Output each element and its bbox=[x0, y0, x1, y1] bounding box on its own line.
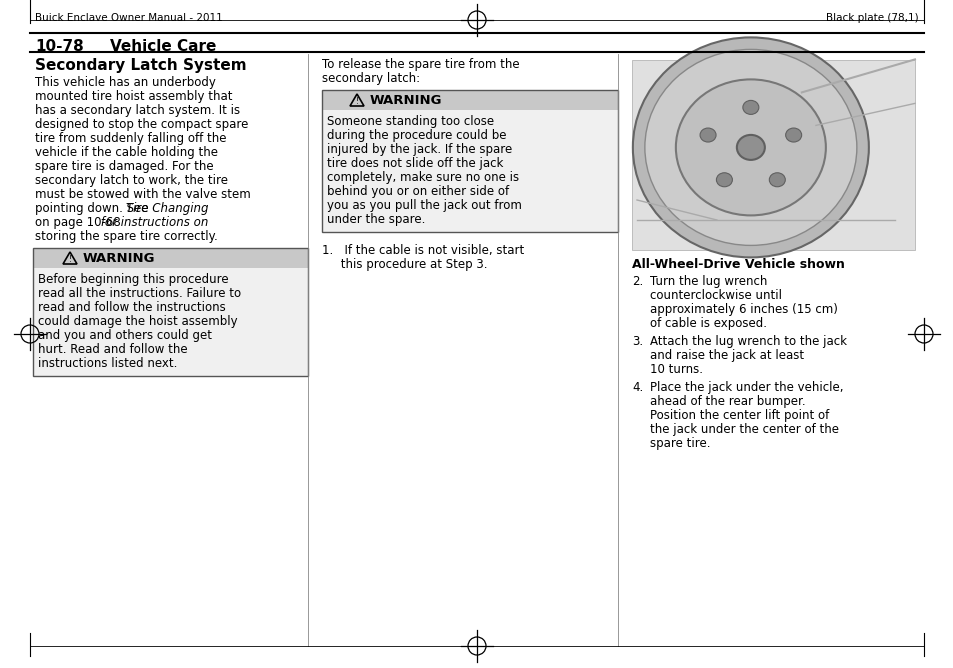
Text: instructions listed next.: instructions listed next. bbox=[38, 357, 177, 370]
FancyBboxPatch shape bbox=[322, 110, 618, 232]
Text: hurt. Read and follow the: hurt. Read and follow the bbox=[38, 343, 188, 356]
Text: secondary latch to work, the tire: secondary latch to work, the tire bbox=[35, 174, 228, 187]
Text: must be stowed with the valve stem: must be stowed with the valve stem bbox=[35, 188, 251, 201]
Text: designed to stop the compact spare: designed to stop the compact spare bbox=[35, 118, 248, 131]
Text: during the procedure could be: during the procedure could be bbox=[327, 129, 506, 142]
FancyBboxPatch shape bbox=[33, 248, 308, 268]
Text: read all the instructions. Failure to: read all the instructions. Failure to bbox=[38, 287, 241, 300]
Text: WARNING: WARNING bbox=[370, 94, 442, 107]
Text: Position the center lift point of: Position the center lift point of bbox=[649, 409, 828, 422]
Text: has a secondary latch system. It is: has a secondary latch system. It is bbox=[35, 104, 240, 117]
Ellipse shape bbox=[785, 128, 801, 142]
Text: spare tire.: spare tire. bbox=[649, 437, 710, 450]
Text: counterclockwise until: counterclockwise until bbox=[649, 289, 781, 302]
Text: Black plate (78,1): Black plate (78,1) bbox=[825, 13, 918, 23]
Text: Buick Enclave Owner Manual - 2011: Buick Enclave Owner Manual - 2011 bbox=[35, 13, 222, 23]
Text: read and follow the instructions: read and follow the instructions bbox=[38, 301, 226, 314]
Text: and raise the jack at least: and raise the jack at least bbox=[649, 349, 803, 362]
Text: WARNING: WARNING bbox=[83, 252, 155, 265]
Text: Before beginning this procedure: Before beginning this procedure bbox=[38, 273, 229, 286]
Text: tire from suddenly falling off the: tire from suddenly falling off the bbox=[35, 132, 226, 145]
Text: for instructions on: for instructions on bbox=[97, 216, 209, 229]
Text: behind you or on either side of: behind you or on either side of bbox=[327, 185, 509, 198]
FancyBboxPatch shape bbox=[33, 268, 308, 376]
Text: 10-78: 10-78 bbox=[35, 39, 84, 54]
Ellipse shape bbox=[768, 173, 784, 187]
Text: 3.: 3. bbox=[631, 335, 642, 348]
Text: !: ! bbox=[69, 255, 71, 263]
Text: the jack under the center of the: the jack under the center of the bbox=[649, 423, 838, 436]
Text: Vehicle Care: Vehicle Care bbox=[110, 39, 216, 54]
FancyBboxPatch shape bbox=[631, 60, 914, 250]
Ellipse shape bbox=[716, 173, 732, 187]
Text: All-Wheel-Drive Vehicle shown: All-Wheel-Drive Vehicle shown bbox=[631, 258, 844, 271]
Text: tire does not slide off the jack: tire does not slide off the jack bbox=[327, 157, 503, 170]
Text: vehicle if the cable holding the: vehicle if the cable holding the bbox=[35, 146, 218, 159]
Text: approximately 6 inches (15 cm): approximately 6 inches (15 cm) bbox=[649, 303, 837, 316]
Text: on page 10-68: on page 10-68 bbox=[35, 216, 121, 229]
Text: injured by the jack. If the spare: injured by the jack. If the spare bbox=[327, 143, 512, 156]
Text: completely, make sure no one is: completely, make sure no one is bbox=[327, 171, 518, 184]
Ellipse shape bbox=[644, 49, 856, 245]
Text: could damage the hoist assembly: could damage the hoist assembly bbox=[38, 315, 237, 328]
Text: this procedure at Step 3.: this procedure at Step 3. bbox=[322, 258, 487, 271]
Ellipse shape bbox=[675, 79, 825, 215]
Text: mounted tire hoist assembly that: mounted tire hoist assembly that bbox=[35, 90, 233, 103]
FancyBboxPatch shape bbox=[322, 90, 618, 110]
Text: This vehicle has an underbody: This vehicle has an underbody bbox=[35, 76, 215, 89]
Text: secondary latch:: secondary latch: bbox=[322, 72, 419, 85]
Text: To release the spare tire from the: To release the spare tire from the bbox=[322, 58, 519, 71]
Text: of cable is exposed.: of cable is exposed. bbox=[649, 317, 766, 330]
Text: 4.: 4. bbox=[631, 381, 642, 394]
Text: pointing down. See: pointing down. See bbox=[35, 202, 152, 215]
Text: 10 turns.: 10 turns. bbox=[649, 363, 702, 376]
Ellipse shape bbox=[742, 100, 758, 114]
Text: spare tire is damaged. For the: spare tire is damaged. For the bbox=[35, 160, 213, 173]
Ellipse shape bbox=[736, 135, 764, 160]
Text: Tire Changing: Tire Changing bbox=[126, 202, 208, 215]
Text: Someone standing too close: Someone standing too close bbox=[327, 115, 494, 128]
Text: under the spare.: under the spare. bbox=[327, 213, 425, 226]
Text: ahead of the rear bumper.: ahead of the rear bumper. bbox=[649, 395, 804, 408]
Text: Secondary Latch System: Secondary Latch System bbox=[35, 58, 247, 73]
Text: 2.: 2. bbox=[631, 275, 642, 288]
Text: !: ! bbox=[355, 96, 358, 106]
Text: you as you pull the jack out from: you as you pull the jack out from bbox=[327, 199, 521, 212]
Text: Attach the lug wrench to the jack: Attach the lug wrench to the jack bbox=[649, 335, 846, 348]
Text: storing the spare tire correctly.: storing the spare tire correctly. bbox=[35, 230, 217, 243]
Ellipse shape bbox=[700, 128, 716, 142]
Ellipse shape bbox=[632, 37, 868, 257]
Text: Turn the lug wrench: Turn the lug wrench bbox=[649, 275, 766, 288]
Text: 1.   If the cable is not visible, start: 1. If the cable is not visible, start bbox=[322, 244, 524, 257]
Text: Place the jack under the vehicle,: Place the jack under the vehicle, bbox=[649, 381, 842, 394]
Text: and you and others could get: and you and others could get bbox=[38, 329, 212, 342]
